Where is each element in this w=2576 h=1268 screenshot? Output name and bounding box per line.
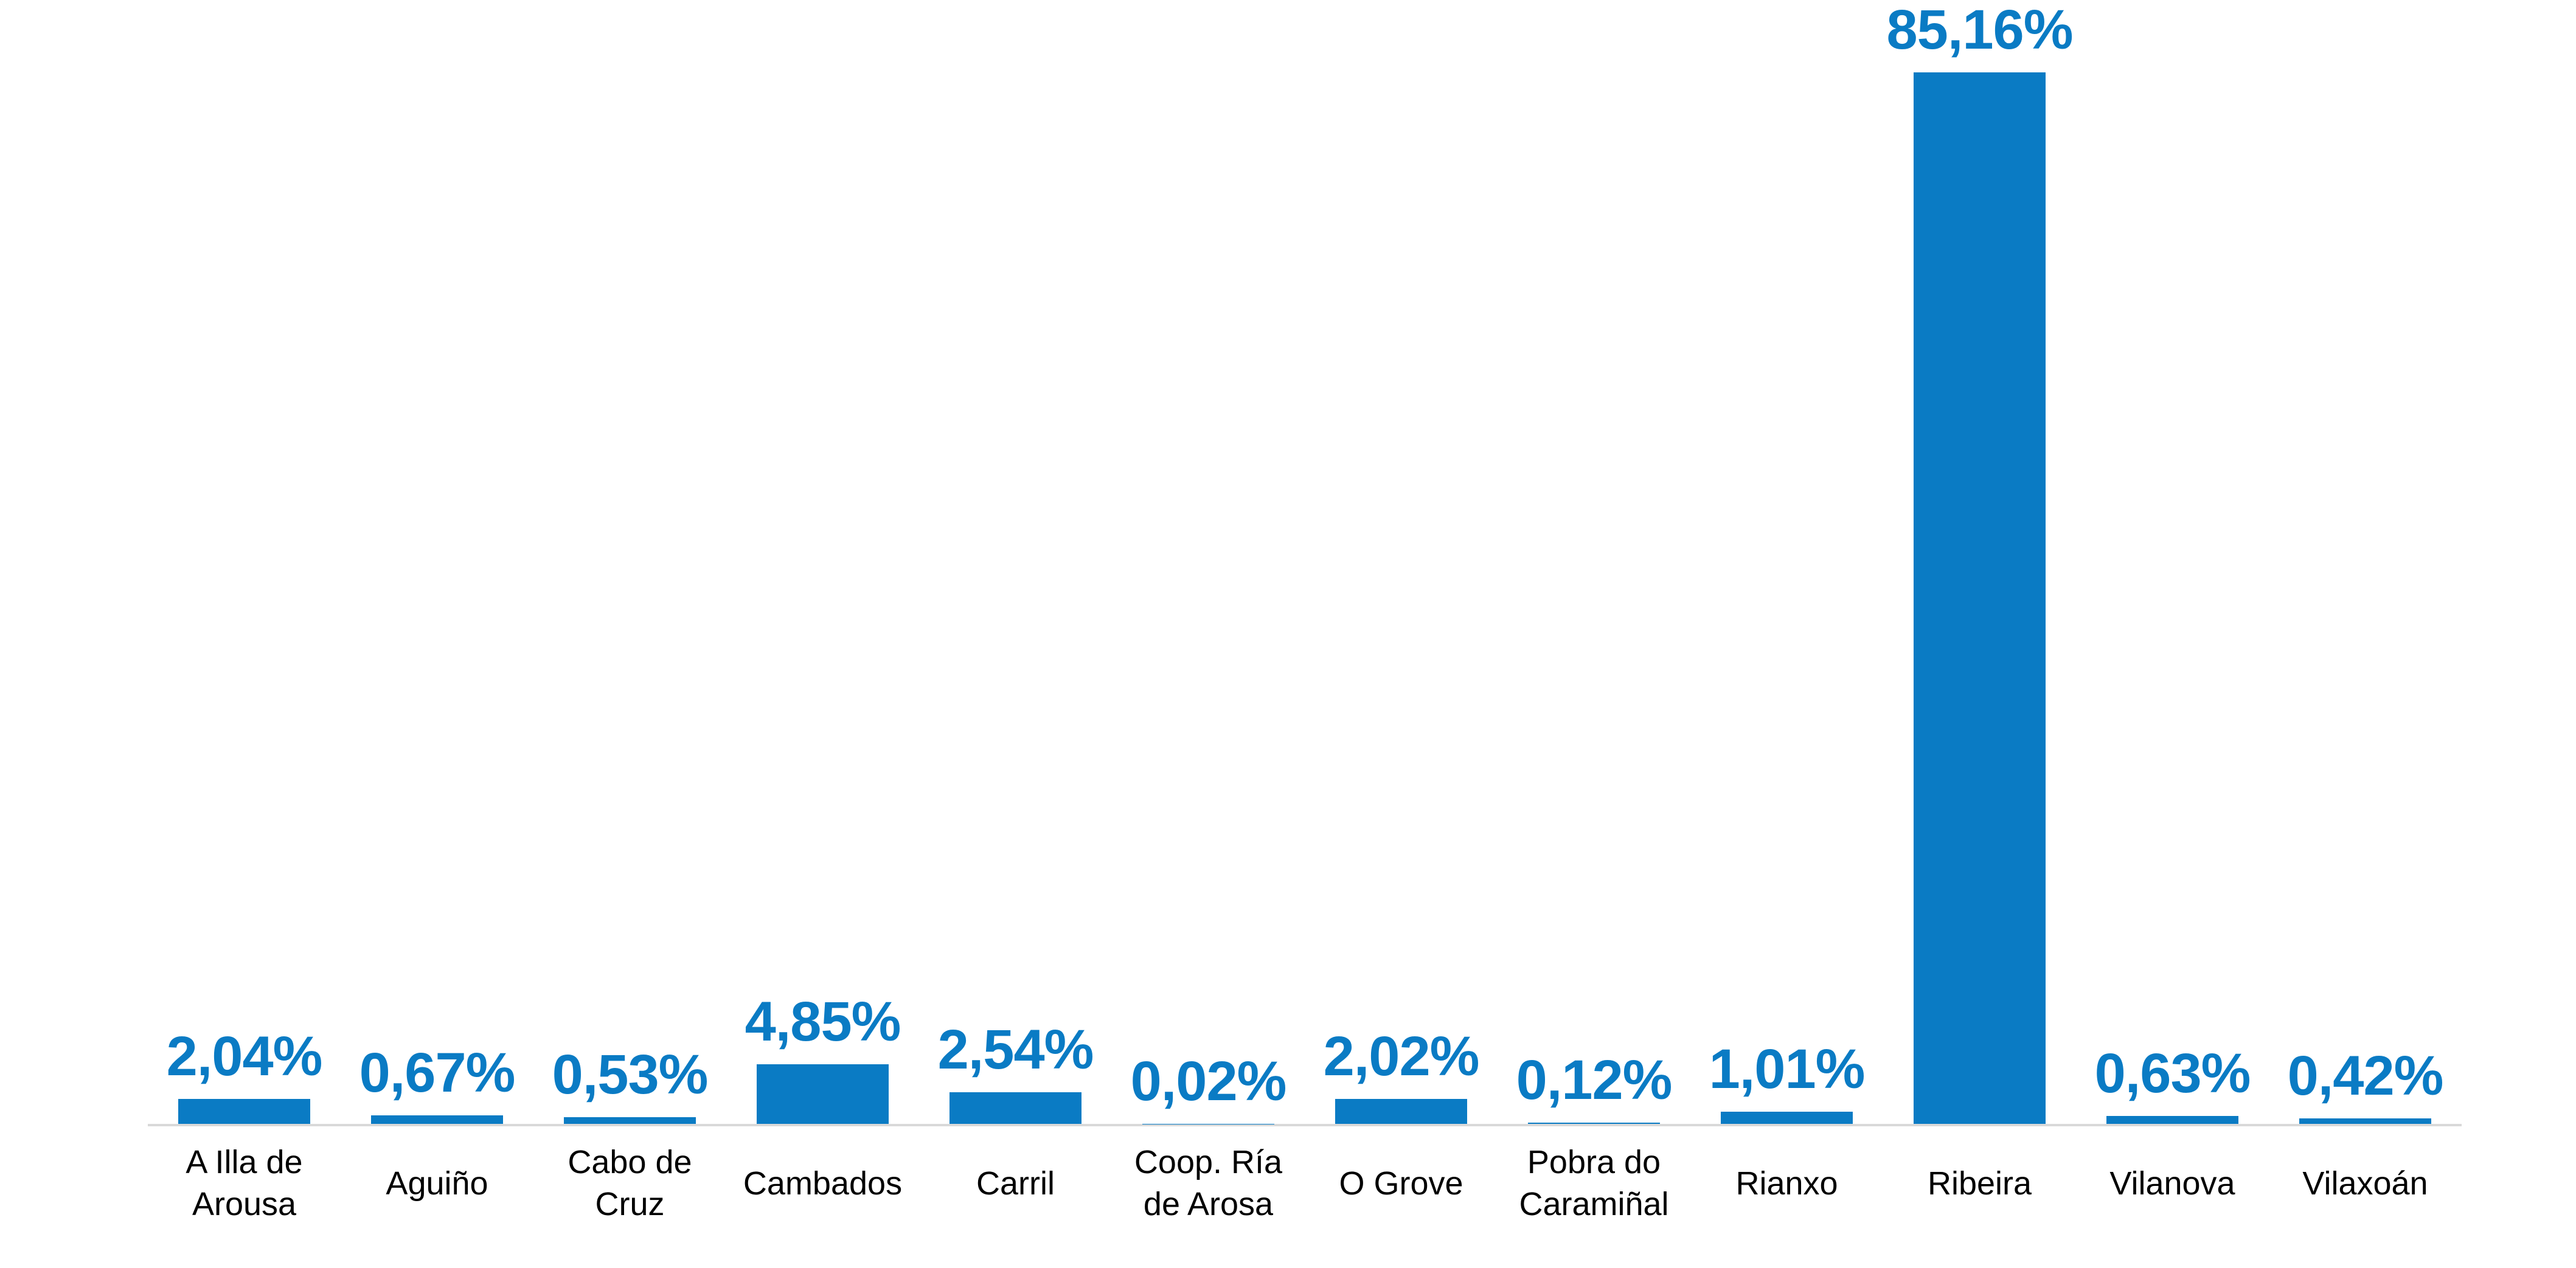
bar (757, 1064, 889, 1124)
category-label: O Grove (1305, 1135, 1498, 1232)
bar-column: 0,63% (2076, 0, 2269, 1124)
bar-column: 0,53% (533, 0, 726, 1124)
bar-column: 0,67% (341, 0, 533, 1124)
bar-value-label: 2,02% (1323, 1025, 1480, 1087)
category-label-line: Aguiño (386, 1165, 488, 1202)
category-label-line: Vilanova (2109, 1165, 2235, 1202)
category-label: A Illa de Arousa (148, 1135, 341, 1232)
bar (1721, 1111, 1853, 1124)
bar-value-label: 2,04% (166, 1025, 323, 1087)
bar-chart: 2,04% 0,67% 0,53% 4,85% 2,54% 0,02% 2,02… (148, 0, 2462, 1232)
bar (2299, 1118, 2431, 1124)
bar-value-label: 0,02% (1130, 1050, 1287, 1112)
bar-value-label: 0,67% (359, 1042, 516, 1104)
bar-column: 4,85% (726, 0, 919, 1124)
x-axis-labels: A Illa de Arousa Aguiño Cabo de Cruz Camba… (148, 1135, 2462, 1232)
bar (1335, 1098, 1467, 1124)
category-label-line: Arousa (192, 1186, 297, 1222)
category-label-line: Rianxo (1735, 1165, 1838, 1202)
category-label: Rianxo (1690, 1135, 1883, 1232)
category-label: Cambados (726, 1135, 919, 1232)
bar-column: 0,12% (1498, 0, 1690, 1124)
category-label: Vilanova (2076, 1135, 2269, 1232)
bar (1914, 72, 2046, 1124)
category-label: Pobra do Caramiñal (1498, 1135, 1690, 1232)
bar-value-label: 2,54% (937, 1019, 1094, 1081)
category-label: Cabo de Cruz (533, 1135, 726, 1232)
plot-area: 2,04% 0,67% 0,53% 4,85% 2,54% 0,02% 2,02… (148, 0, 2462, 1124)
category-label: Carril (919, 1135, 1112, 1232)
bar-column: 85,16% (1883, 0, 2076, 1124)
category-label-line: Ribeira (1927, 1165, 2032, 1202)
bar-column: 0,42% (2269, 0, 2462, 1124)
category-label-line: Vilaxoán (2302, 1165, 2428, 1202)
bar-column: 2,04% (148, 0, 341, 1124)
category-label-line: O Grove (1339, 1165, 1463, 1202)
category-label-line: Pobra do (1527, 1144, 1661, 1181)
category-label-line: Coop. Ría (1134, 1144, 1283, 1181)
category-label-line: Cabo de (568, 1144, 692, 1181)
bar-value-label: 0,63% (2094, 1042, 2251, 1105)
category-label: Aguiño (341, 1135, 533, 1232)
category-label-line: A Illa de (186, 1144, 303, 1181)
bar-value-label: 85,16% (1886, 0, 2073, 61)
bar-column: 1,01% (1690, 0, 1883, 1124)
category-label-line: Cruz (595, 1186, 665, 1222)
category-label-line: Carril (976, 1165, 1055, 1202)
bar (564, 1117, 696, 1124)
category-label: Vilaxoán (2269, 1135, 2462, 1232)
bar-value-label: 0,53% (552, 1044, 709, 1106)
bar (371, 1115, 503, 1124)
category-label-line: Cambados (743, 1165, 903, 1202)
category-label-line: de Arosa (1143, 1186, 1274, 1222)
bar-value-label: 1,01% (1709, 1038, 1866, 1100)
bar-value-label: 0,42% (2287, 1045, 2444, 1107)
category-label: Coop. Ría de Arosa (1112, 1135, 1305, 1232)
bar-column: 2,02% (1305, 0, 1498, 1124)
x-axis-line (148, 1124, 2462, 1126)
bar (1528, 1122, 1660, 1124)
bar-column: 2,54% (919, 0, 1112, 1124)
bar-value-label: 0,12% (1516, 1048, 1673, 1111)
bar (950, 1092, 1081, 1124)
category-label-line: Caramiñal (1519, 1186, 1669, 1222)
bar (178, 1098, 310, 1124)
category-label: Ribeira (1883, 1135, 2076, 1232)
bar-column: 0,02% (1112, 0, 1305, 1124)
bar-value-label: 4,85% (745, 990, 901, 1053)
bar (2106, 1116, 2238, 1124)
